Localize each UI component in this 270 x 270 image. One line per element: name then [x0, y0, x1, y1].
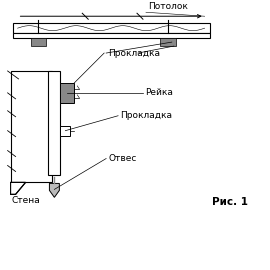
- Text: Прокладка: Прокладка: [108, 49, 160, 58]
- Bar: [48, 71, 60, 176]
- Bar: [160, 38, 176, 46]
- Polygon shape: [11, 183, 26, 194]
- Bar: [60, 83, 74, 103]
- Text: Рис. 1: Рис. 1: [212, 197, 248, 207]
- Bar: [13, 33, 210, 38]
- Bar: [31, 38, 46, 46]
- Text: Стена: Стена: [12, 196, 40, 205]
- Text: Прокладка: Прокладка: [120, 111, 172, 120]
- Text: Рейка: Рейка: [145, 88, 173, 97]
- Text: Потолок: Потолок: [148, 2, 188, 11]
- Text: Отвес: Отвес: [108, 154, 137, 163]
- Polygon shape: [49, 183, 59, 197]
- Bar: [11, 71, 52, 183]
- Bar: [60, 126, 70, 136]
- Bar: [13, 23, 210, 33]
